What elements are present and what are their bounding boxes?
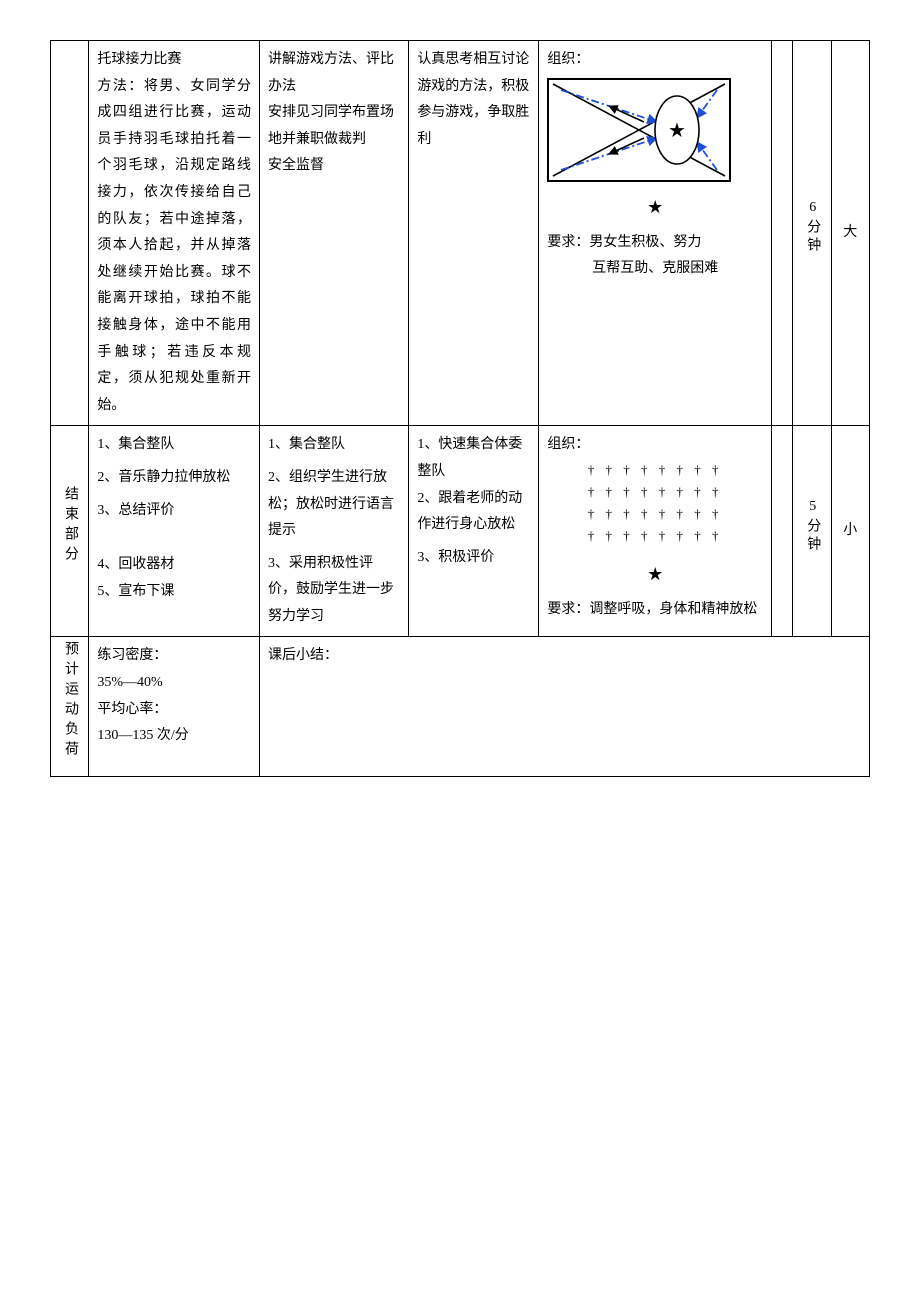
- intensity-text: 大: [843, 225, 857, 240]
- table-row: 托球接力比赛 方法：将男、女同学分成四组进行比赛，运动员手持羽毛球拍托着一个羽毛…: [51, 41, 870, 426]
- student-text: 认真思考相互讨论游戏的方法，积极参与游戏，争取胜利: [417, 47, 530, 153]
- content-item: 4、回收器材: [97, 552, 251, 579]
- intensity-text: 小: [843, 523, 857, 538]
- section-label-load: 预计运动负荷: [51, 637, 89, 777]
- teacher-cell: 1、集合整队 2、组织学生进行放松；放松时进行语言提示 3、采用积极性评价，鼓励…: [260, 426, 409, 637]
- hr-label: 平均心率：: [97, 702, 167, 717]
- content-cell: 托球接力比赛 方法：将男、女同学分成四组进行比赛，运动员手持羽毛球拍托着一个羽毛…: [89, 41, 260, 426]
- organization-cell: 组织： † † † † † † † † † † † † † † † † † † …: [539, 426, 771, 637]
- content-cell: 1、集合整队 2、音乐静力拉伸放松 3、总结评价 4、回收器材 5、宣布下课: [89, 426, 260, 637]
- density-value: 35%—40%: [97, 670, 251, 697]
- people-row: † † † † † † † †: [547, 481, 762, 503]
- relay-diagram: ★: [547, 78, 731, 182]
- people-row: † † † † † † † †: [547, 525, 762, 547]
- student-cell: 认真思考相互讨论游戏的方法，积极参与游戏，争取胜利: [409, 41, 539, 426]
- student-item: 2、跟着老师的动作进行身心放松: [417, 486, 530, 539]
- people-row: † † † † † † † †: [547, 459, 762, 481]
- section-label-empty: [51, 41, 89, 426]
- density-label: 练习密度：: [97, 648, 167, 663]
- teacher-item: 1、集合整队: [268, 432, 400, 459]
- requirement-block: 要求：调整呼吸，身体和精神放松: [547, 597, 762, 624]
- content-item: 1、集合整队: [97, 432, 251, 459]
- summary-label: 课后小结：: [268, 643, 861, 670]
- hr-value: 130—135 次/分: [97, 723, 251, 750]
- spacer-cell: [771, 426, 792, 637]
- student-item: 3、积极评价: [417, 545, 530, 572]
- req-text: 调整呼吸，身体和精神放松: [589, 602, 757, 617]
- org-label: 组织：: [547, 432, 762, 459]
- req-label: 要求：: [547, 235, 589, 250]
- lesson-plan-table: 托球接力比赛 方法：将男、女同学分成四组进行比赛，运动员手持羽毛球拍托着一个羽毛…: [50, 40, 870, 777]
- content-item: 5、宣布下课: [97, 579, 251, 606]
- organization-cell: 组织：: [539, 41, 771, 426]
- svg-text:★: ★: [668, 120, 686, 142]
- section-text: 结束部分: [56, 486, 83, 566]
- org-label: 组织：: [547, 47, 762, 74]
- star-icon: ★: [547, 557, 762, 591]
- teacher-text: 讲解游戏方法、评比办法 安排见习同学布置场地并兼职做裁判 安全监督: [268, 47, 400, 180]
- content-text: 托球接力比赛 方法：将男、女同学分成四组进行比赛，运动员手持羽毛球拍托着一个羽毛…: [97, 47, 251, 419]
- section-label-end: 结束部分: [51, 426, 89, 637]
- people-row: † † † † † † † †: [547, 503, 762, 525]
- spacer-cell: [771, 41, 792, 426]
- time-cell: 6分钟: [793, 41, 831, 426]
- time-text: 6分钟: [799, 200, 826, 255]
- intensity-cell: 大: [831, 41, 869, 426]
- summary-cell: 课后小结：: [260, 637, 870, 777]
- teacher-cell: 讲解游戏方法、评比办法 安排见习同学布置场地并兼职做裁判 安全监督: [260, 41, 409, 426]
- student-item: 1、快速集合体委整队: [417, 432, 530, 485]
- content-item: 3、总结评价: [97, 498, 251, 525]
- req-line1: 男女生积极、努力: [589, 235, 701, 250]
- student-cell: 1、快速集合体委整队 2、跟着老师的动作进行身心放松 3、积极评价: [409, 426, 539, 637]
- requirement-block: 要求：男女生积极、努力 互帮互助、克服困难: [547, 230, 762, 283]
- time-cell: 5分钟: [793, 426, 831, 637]
- table-row: 结束部分 1、集合整队 2、音乐静力拉伸放松 3、总结评价 4、回收器材 5、宣…: [51, 426, 870, 637]
- teacher-item: 3、采用积极性评价，鼓励学生进一步努力学习: [268, 551, 400, 631]
- req-label: 要求：: [547, 602, 589, 617]
- teacher-item: 2、组织学生进行放松；放松时进行语言提示: [268, 465, 400, 545]
- intensity-cell: 小: [831, 426, 869, 637]
- star-icon: ★: [547, 190, 762, 224]
- load-cell: 练习密度： 35%—40% 平均心率： 130—135 次/分: [89, 637, 260, 777]
- time-text: 5分钟: [799, 499, 826, 554]
- req-line2: 互帮互助、克服困难: [547, 256, 762, 283]
- content-item: 2、音乐静力拉伸放松: [97, 465, 251, 492]
- table-row: 预计运动负荷 练习密度： 35%—40% 平均心率： 130—135 次/分 课…: [51, 637, 870, 777]
- section-text: 预计运动负荷: [56, 641, 83, 761]
- people-formation: † † † † † † † † † † † † † † † † † † † † …: [547, 459, 762, 547]
